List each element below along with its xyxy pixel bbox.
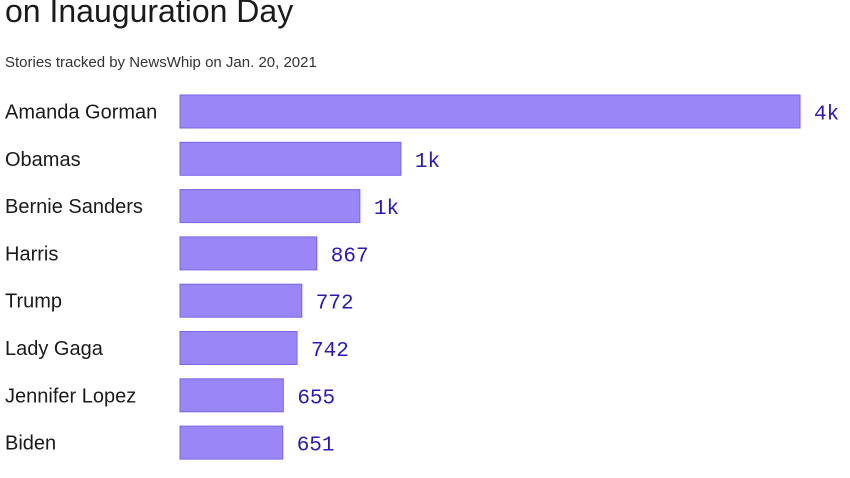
category-label-amanda-gorman: Amanda Gorman [5, 102, 157, 124]
bar-obamas [179, 141, 402, 176]
bar-biden [179, 425, 284, 460]
value-label-obamas: 1k [415, 151, 440, 174]
value-label-bernie-sanders: 1k [374, 198, 399, 221]
value-label-harris: 867 [331, 245, 369, 268]
bar-trump [179, 283, 303, 318]
bar-harris [179, 236, 318, 271]
bar-amanda-gorman [179, 94, 801, 129]
value-label-biden: 651 [297, 435, 335, 458]
chart-subtitle: Stories tracked by NewsWhip on Jan. 20, … [5, 54, 317, 71]
value-label-jennifer-lopez: 655 [297, 387, 335, 410]
category-label-jennifer-lopez: Jennifer Lopez [5, 385, 136, 407]
category-label-trump: Trump [5, 291, 62, 313]
category-label-harris: Harris [5, 243, 58, 265]
chart-title: on Inauguration Day [5, 0, 294, 29]
bar-jennifer-lopez [179, 378, 284, 413]
bar-bernie-sanders [179, 189, 361, 224]
category-label-lady-gaga: Lady Gaga [5, 338, 104, 360]
bar-lady-gaga [179, 331, 298, 365]
category-label-bernie-sanders: Bernie Sanders [5, 196, 143, 218]
value-label-lady-gaga: 742 [311, 340, 349, 363]
category-label-obamas: Obamas [5, 149, 81, 171]
value-label-trump: 772 [316, 293, 354, 316]
value-label-amanda-gorman: 4k [814, 104, 839, 127]
category-label-biden: Biden [5, 433, 56, 455]
